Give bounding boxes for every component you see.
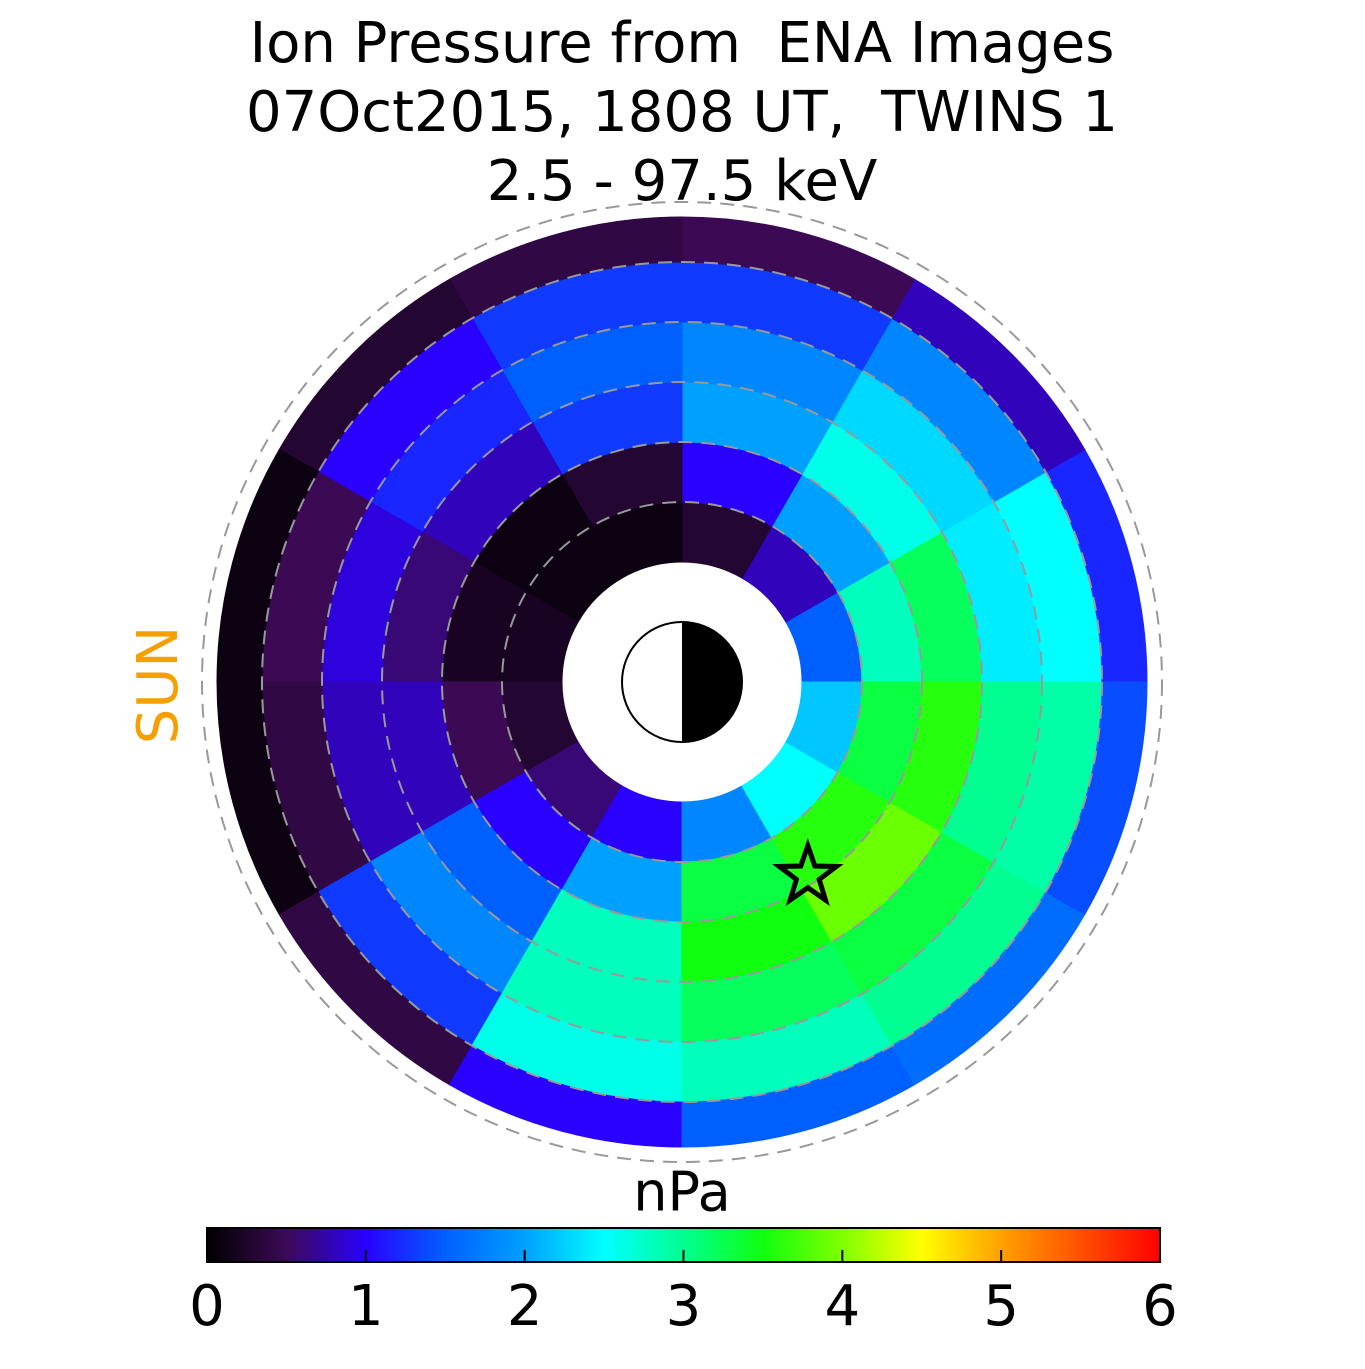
overlay	[201, 201, 1163, 1163]
chart-subtitle: 07Oct2015, 1808 UT, TWINS 1	[246, 80, 1118, 145]
energy-range: 2.5 - 97.5 keV	[487, 149, 878, 214]
chart-title: Ion Pressure from ENA Images	[250, 11, 1115, 76]
colorbar-tick-label: 1	[348, 1274, 384, 1339]
l-shell-circle	[501, 501, 863, 863]
l-shell-circle	[441, 441, 923, 923]
heatmap	[216, 216, 1148, 1148]
l-shell-circle	[261, 261, 1103, 1103]
colorbar-axis: 0 1 2 3 4 5 6	[189, 1250, 1178, 1339]
l-shell-circle	[321, 321, 1043, 1043]
colorbar-tick-label: 0	[189, 1274, 225, 1339]
colorbar-tick-label: 5	[983, 1274, 1019, 1339]
l-shell-circle	[381, 381, 983, 983]
colorbar-label: nPa	[633, 1161, 730, 1224]
colorbar-tick-label: 3	[666, 1274, 702, 1339]
heat-cell	[1045, 681, 1148, 916]
colorbar-tick-label: 4	[825, 1274, 861, 1339]
colorbar-tick-label: 2	[507, 1274, 543, 1339]
star-marker	[772, 838, 844, 907]
earth-night	[682, 622, 742, 742]
l-shell-circle	[201, 201, 1163, 1163]
colorbar-tick-label: 6	[1142, 1274, 1178, 1339]
sun-label: SUN	[126, 626, 191, 744]
